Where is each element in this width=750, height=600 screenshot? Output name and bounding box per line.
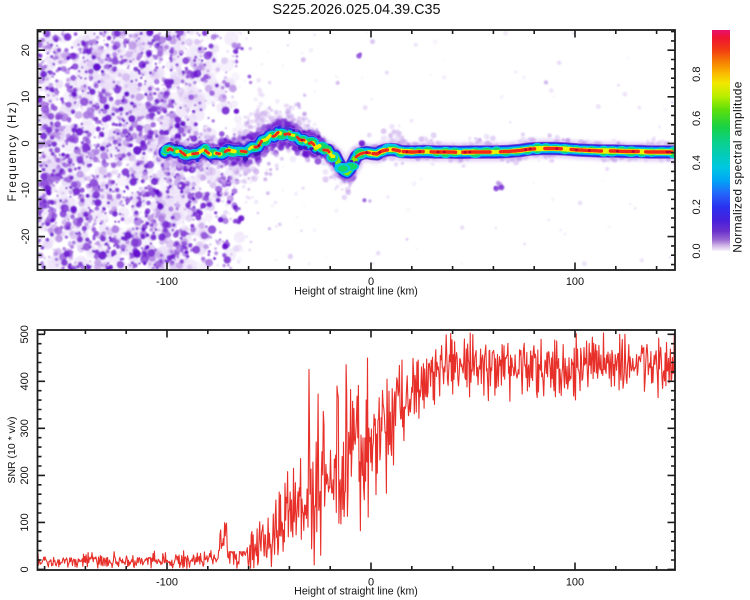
svg-text:Height of straight line (km): Height of straight line (km) <box>294 586 418 598</box>
svg-text:0.4: 0.4 <box>691 155 703 170</box>
svg-text:0: 0 <box>368 577 374 589</box>
svg-text:100: 100 <box>19 513 31 531</box>
svg-text:0.8: 0.8 <box>691 67 703 82</box>
svg-text:SNR (10 * v/v): SNR (10 * v/v) <box>6 416 18 483</box>
svg-text:20: 20 <box>20 44 32 56</box>
svg-text:-10: -10 <box>20 182 32 198</box>
svg-text:0.2: 0.2 <box>691 199 703 214</box>
svg-text:-20: -20 <box>20 229 32 245</box>
svg-text:200: 200 <box>19 466 31 484</box>
svg-text:100: 100 <box>566 276 584 288</box>
svg-text:S225.2026.025.04.39.C35: S225.2026.025.04.39.C35 <box>272 2 440 18</box>
svg-text:-100: -100 <box>156 577 178 589</box>
svg-text:Height of straight line (km): Height of straight line (km) <box>294 286 418 298</box>
svg-text:Frequency (Hz): Frequency (Hz) <box>7 101 19 202</box>
svg-text:500: 500 <box>19 325 31 343</box>
svg-text:0.0: 0.0 <box>691 243 703 258</box>
svg-text:300: 300 <box>19 419 31 437</box>
svg-text:0: 0 <box>19 566 31 572</box>
svg-text:Normalized spectral amplitude: Normalized spectral amplitude <box>731 81 745 253</box>
svg-text:400: 400 <box>19 372 31 390</box>
svg-text:-100: -100 <box>156 276 178 288</box>
svg-text:0: 0 <box>368 276 374 288</box>
svg-text:0.6: 0.6 <box>691 111 703 126</box>
svg-text:100: 100 <box>566 577 584 589</box>
svg-text:10: 10 <box>20 91 32 103</box>
svg-text:0: 0 <box>20 140 32 146</box>
